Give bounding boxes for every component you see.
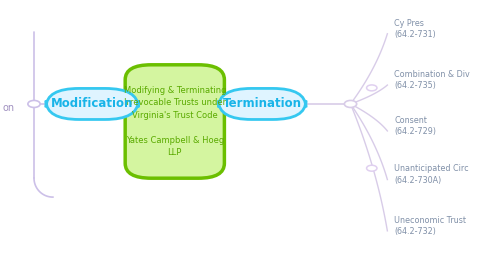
Text: on: on [2, 103, 15, 113]
FancyBboxPatch shape [46, 89, 138, 119]
Text: Unanticipated Circ
(64.2-730A): Unanticipated Circ (64.2-730A) [395, 164, 469, 185]
Text: Uneconomic Trust
(64.2-732): Uneconomic Trust (64.2-732) [395, 216, 467, 236]
Text: Consent
(64.2-729): Consent (64.2-729) [395, 116, 436, 136]
Text: Combination & Div
(64.2-735): Combination & Div (64.2-735) [395, 70, 470, 90]
Circle shape [366, 85, 377, 91]
Text: Modifying & Terminating
Irrevocable Trusts under
Virginia's Trust Code

Yates Ca: Modifying & Terminating Irrevocable Trus… [123, 86, 226, 157]
Text: Cy Pres
(64.2-731): Cy Pres (64.2-731) [395, 19, 436, 39]
FancyBboxPatch shape [219, 89, 306, 119]
FancyBboxPatch shape [125, 65, 225, 178]
Circle shape [366, 165, 377, 171]
Circle shape [345, 100, 357, 107]
Circle shape [28, 100, 40, 107]
Text: Modification: Modification [51, 97, 133, 110]
Text: Termination: Termination [223, 97, 302, 110]
